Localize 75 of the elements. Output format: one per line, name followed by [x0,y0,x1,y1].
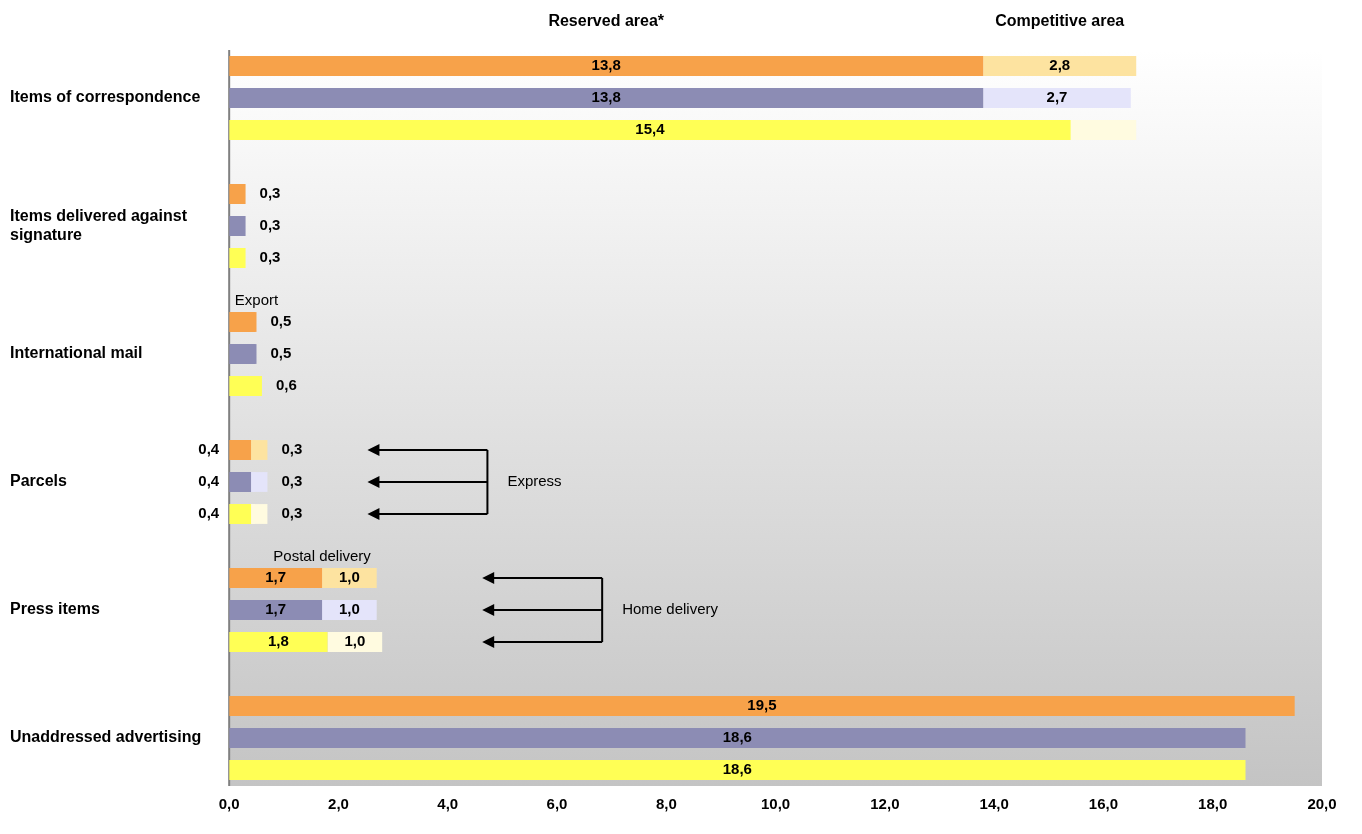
x-tick-label: 14,0 [979,795,1009,813]
bar [229,600,323,620]
bar [229,568,323,588]
annotation: Export [234,291,279,309]
bar [983,56,1137,76]
data-label: 0,5 [270,312,292,330]
data-label: 0,3 [259,248,281,266]
annotation: Postal delivery [273,547,372,565]
data-label: 0,3 [259,216,281,234]
bar [229,248,246,268]
data-label: 2,8 [1049,56,1071,74]
data-label: 1,0 [338,600,360,618]
data-label: 0,6 [275,376,297,394]
bar [229,472,252,492]
bar [229,120,1071,140]
bar [1070,120,1137,140]
x-tick-label: 12,0 [870,795,900,813]
annotation: Home delivery [622,600,719,618]
bar [229,344,257,364]
bar [251,472,268,492]
y-tick-label: Parcels [10,472,68,490]
bar [229,696,1295,716]
data-label: 1,7 [265,600,287,618]
bar [229,632,328,652]
x-tick-label: 18,0 [1198,795,1228,813]
bar [229,184,246,204]
data-label: 0,3 [259,184,281,202]
x-tick-label: 0,0 [218,795,240,813]
bar [229,312,257,332]
data-label: 18,6 [722,760,752,778]
y-tick-label: International mail [10,344,143,362]
x-tick-label: 16,0 [1088,795,1119,813]
data-label: 0,4 [198,472,220,490]
data-label: 15,4 [635,120,666,138]
bar [229,88,984,108]
x-tick-label: 8,0 [655,795,677,813]
y-tick-label: Unaddressed advertising [10,728,202,746]
bar [322,568,377,588]
data-label: 18,6 [722,728,752,746]
x-tick-label: 20,0 [1307,795,1337,813]
text: Competitive area [995,12,1125,30]
data-label: 19,5 [747,696,777,714]
x-tick-label: 4,0 [437,795,459,813]
y-tick-label: Items delivered against signature [10,206,188,244]
data-label: 1,7 [265,568,287,586]
bar [251,504,268,524]
annotation: Express [507,472,562,490]
x-tick-label: 2,0 [328,795,349,813]
data-label: 0,3 [281,504,303,522]
bar [983,88,1131,108]
data-label: 1,8 [267,632,289,650]
y-tick-label: Items of correspondence [10,88,201,106]
bar [229,216,246,236]
data-label: 0,4 [198,504,220,522]
data-label: 0,4 [198,440,220,458]
data-label: 0,5 [270,344,292,362]
data-label: 13,8 [591,88,621,106]
text: Reserved area* [548,12,665,30]
x-tick-label: 10,0 [760,795,791,813]
bar [251,440,268,460]
data-label: 0,3 [281,472,303,490]
data-label: 1,0 [338,568,360,586]
bar [229,504,252,524]
bar [229,440,252,460]
y-tick-label: Press items [10,600,100,618]
data-label: 0,3 [281,440,303,458]
data-label: 2,7 [1046,88,1068,106]
data-label: 1,0 [344,632,366,650]
data-label: 13,8 [591,56,621,74]
bar [229,728,1246,748]
bar [229,56,984,76]
bar [322,600,377,620]
bar [229,760,1246,780]
bar [229,376,262,396]
x-tick-label: 6,0 [546,795,568,813]
